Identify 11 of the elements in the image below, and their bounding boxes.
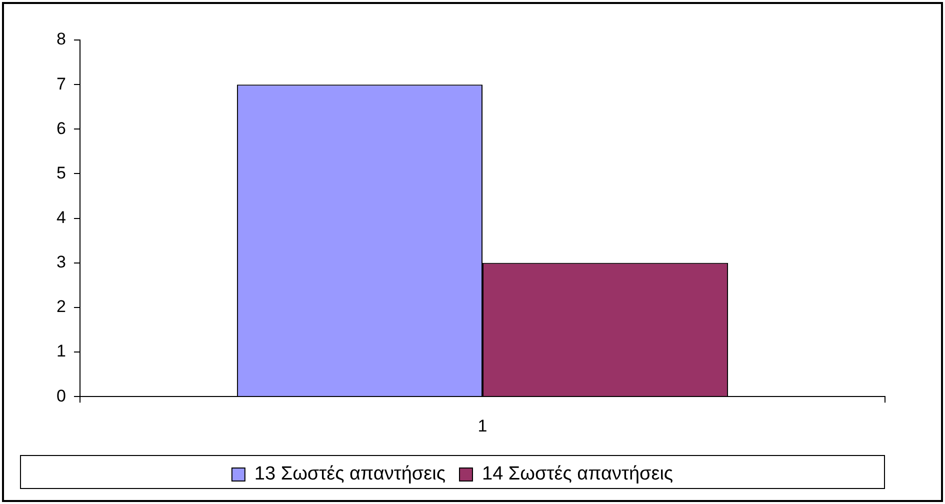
- y-tick-label: 4: [56, 208, 66, 227]
- y-tick-label: 1: [56, 342, 66, 361]
- y-tick-label: 0: [56, 386, 66, 406]
- y-tick-label: 2: [56, 297, 66, 316]
- legend-label: 13 Σωστές απαντήσεις: [254, 464, 446, 485]
- y-tick-label: 3: [56, 252, 66, 272]
- y-tick-label: 7: [56, 74, 66, 94]
- legend-label: 14 Σωστές απαντήσεις: [482, 464, 674, 485]
- y-tick-label: 8: [56, 30, 66, 49]
- y-tick-label: 5: [56, 163, 66, 182]
- y-tick-label: 6: [56, 118, 66, 138]
